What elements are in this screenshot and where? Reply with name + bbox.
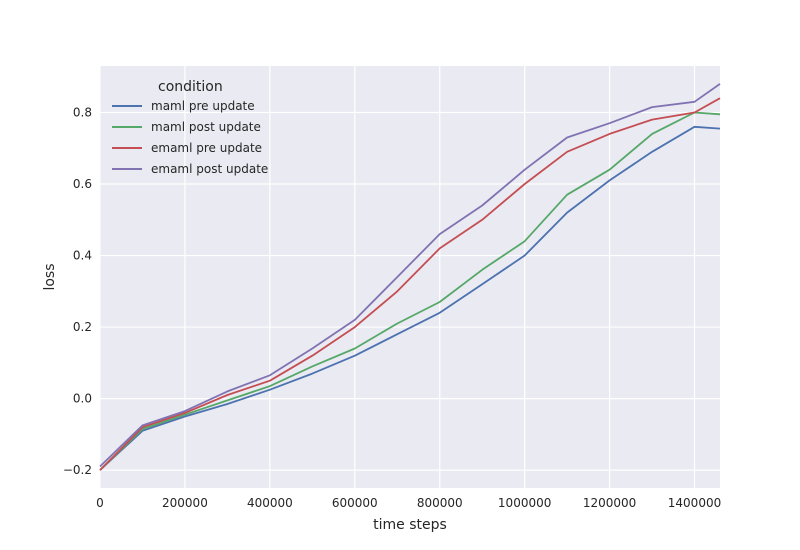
legend-title: condition (158, 79, 223, 95)
x-tick-label: 400000 (247, 496, 293, 510)
x-tick-label: 600000 (332, 496, 378, 510)
y-tick-label: −0.2 (63, 463, 92, 477)
series-line-emaml-post-update (99, 83, 721, 468)
y-tick-labels: −0.2 0.0 0.2 0.4 0.6 0.8 (63, 105, 92, 477)
series-lines (99, 83, 721, 471)
legend-label-emaml-post-update: emaml post update (151, 162, 268, 176)
x-axis-label: time steps (373, 517, 447, 533)
y-tick-label: 0.0 (73, 392, 92, 406)
y-tick-label: 0.4 (73, 249, 92, 263)
x-tick-label: 1000000 (498, 496, 551, 510)
x-tick-label: 1400000 (668, 496, 721, 510)
plot-background (100, 66, 720, 488)
series-line-emaml-pre-update (99, 97, 721, 471)
x-tick-label: 800000 (417, 496, 463, 510)
x-tick-label: 0 (96, 496, 104, 510)
legend-label-maml-post-update: maml post update (151, 120, 261, 134)
legend-label-maml-pre-update: maml pre update (151, 99, 255, 113)
legend-label-emaml-pre-update: emaml pre update (151, 141, 262, 155)
y-tick-label: 0.6 (73, 177, 92, 191)
y-tick-label: 0.8 (73, 105, 92, 119)
series-line-maml-pre-update (99, 125, 721, 471)
y-tick-label: 0.2 (73, 320, 92, 334)
series-line-maml-post-update (99, 111, 721, 471)
x-tick-label: 200000 (162, 496, 208, 510)
x-tick-label: 1200000 (583, 496, 636, 510)
x-tick-labels: 0 200000 400000 600000 800000 1000000 1200000 1… (96, 496, 721, 510)
y-axis-label: loss (42, 263, 58, 290)
legend: condition maml pre update maml post updat… (112, 79, 268, 176)
